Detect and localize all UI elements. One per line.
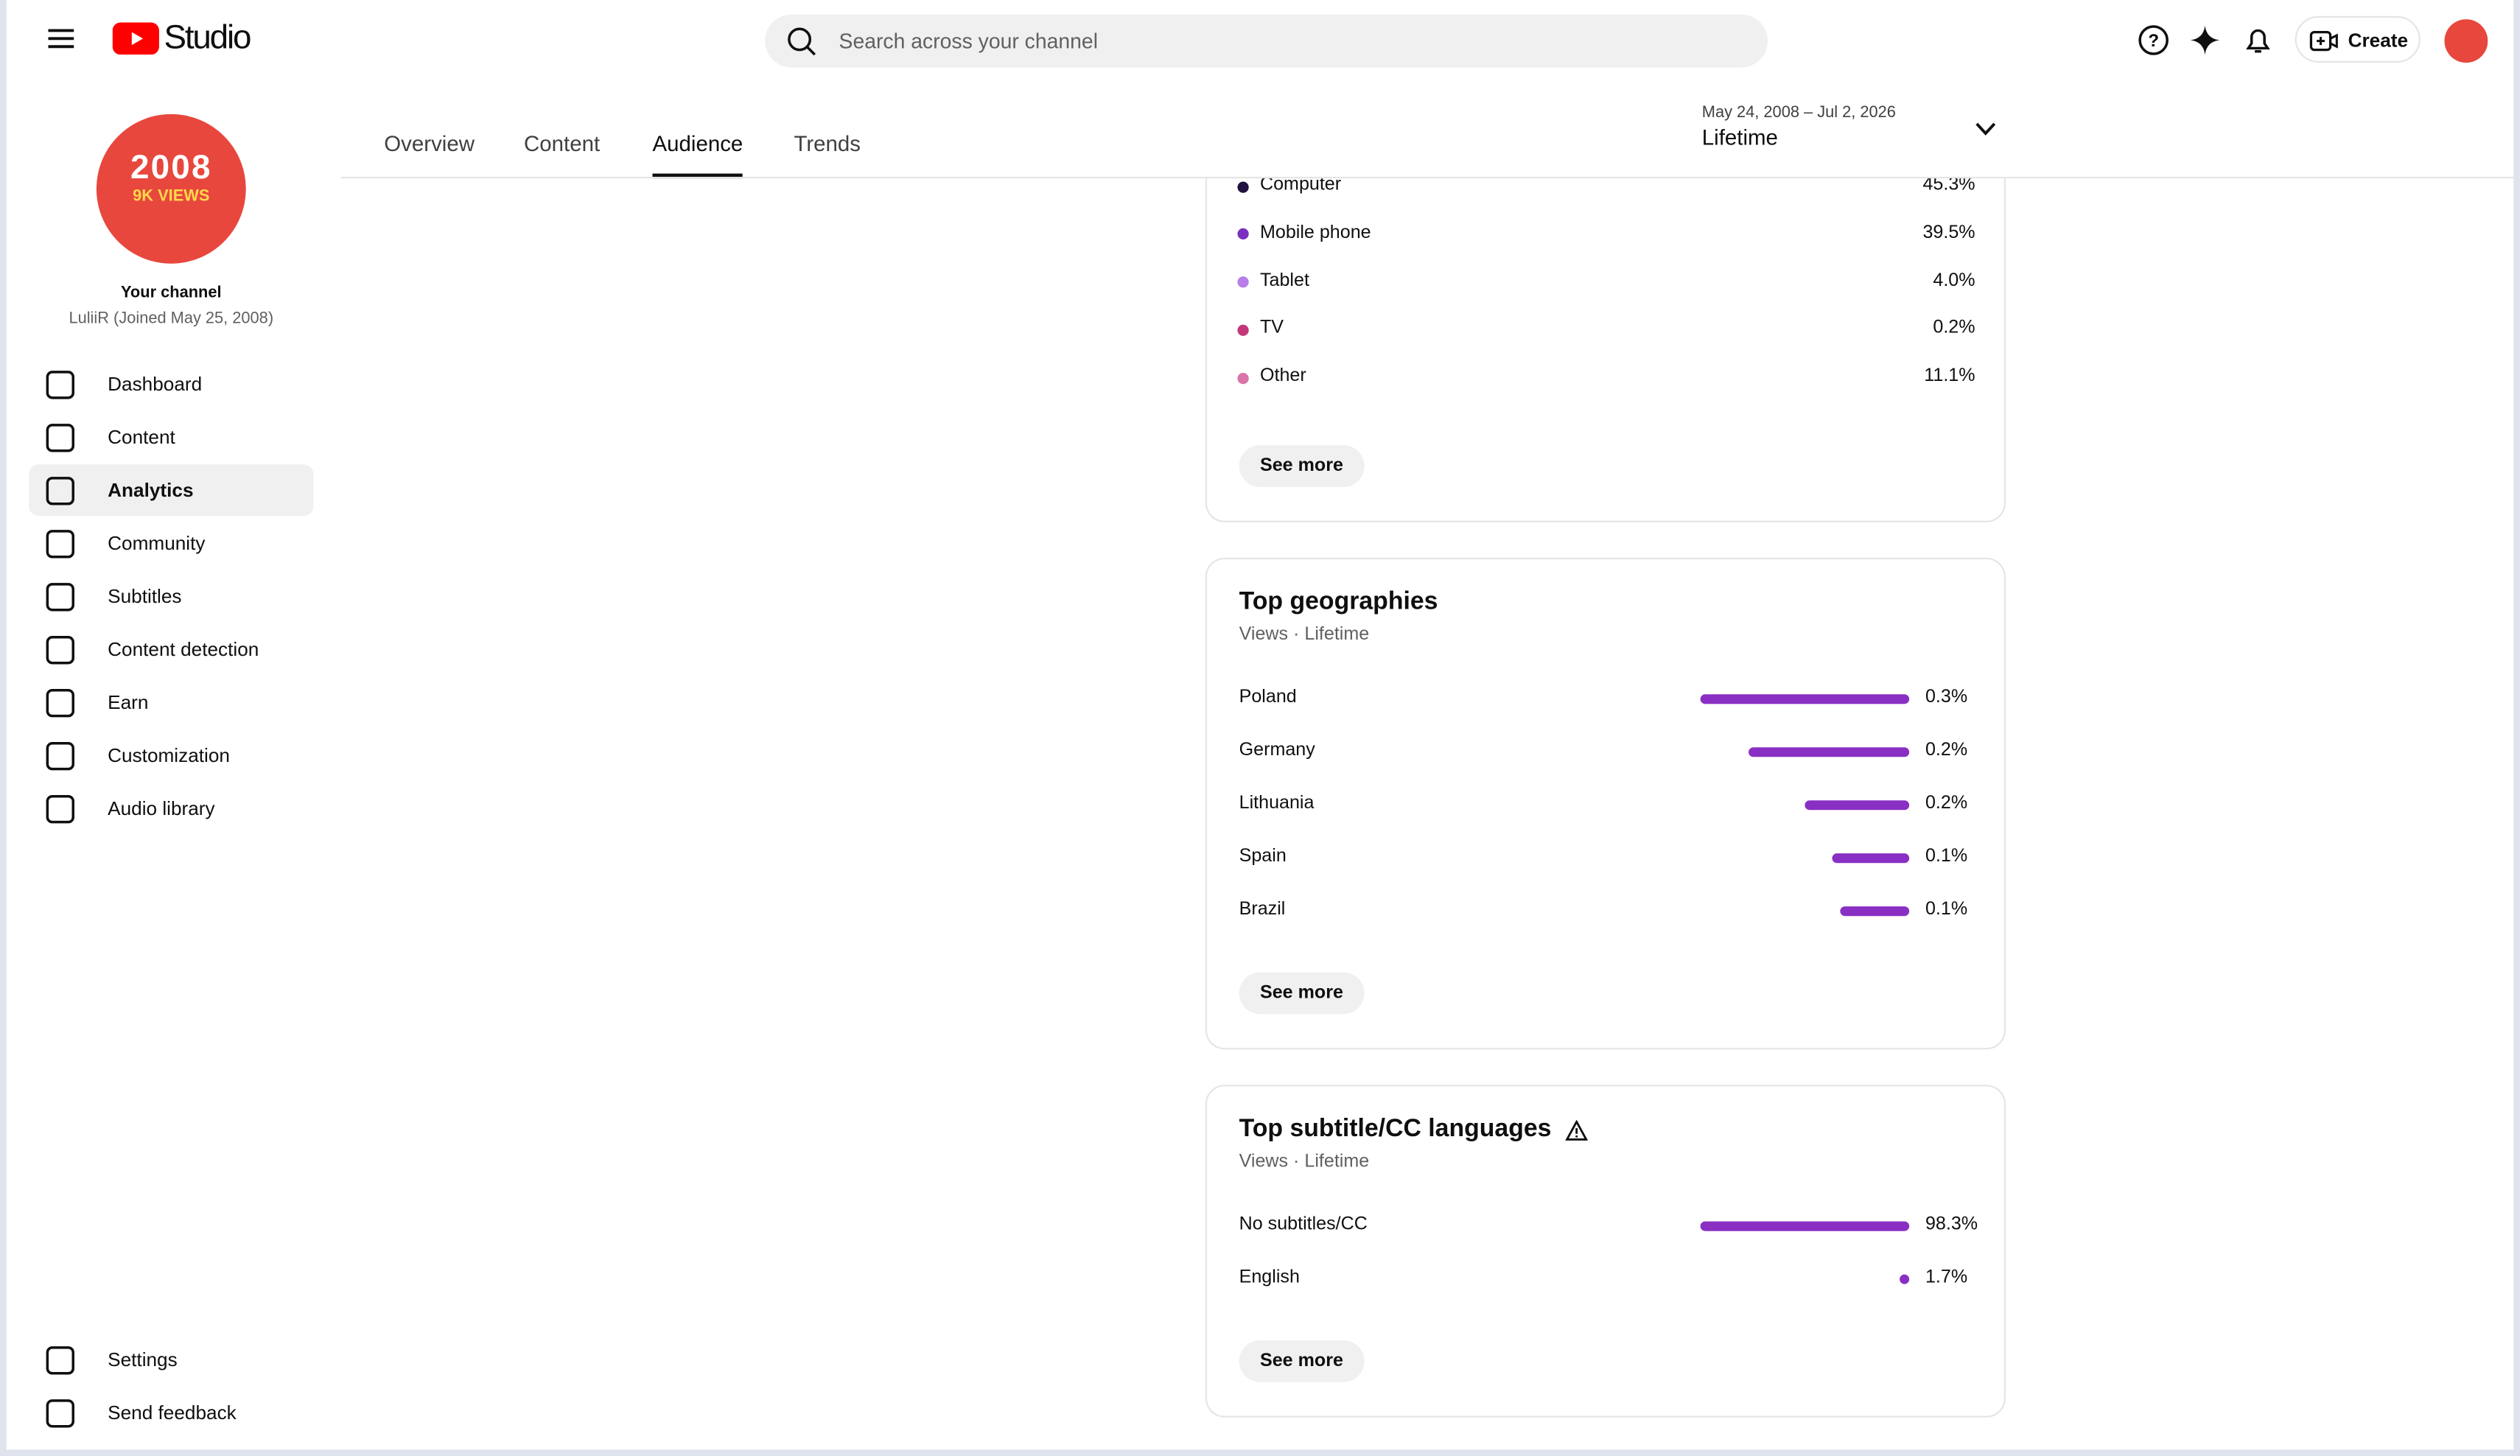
bar [1805, 800, 1910, 811]
nav-item[interactable]: Subtitles [108, 584, 182, 608]
row-name: Germany [1239, 741, 1315, 760]
legend-dot [1237, 324, 1249, 336]
row-name: Spain [1239, 847, 1287, 867]
row-value: 0.2% [1925, 794, 1968, 813]
card-subtitle: Views · Lifetime [1239, 1152, 1370, 1172]
see-more-button[interactable]: See more [1239, 1340, 1365, 1382]
nav-item[interactable]: Content [108, 425, 175, 449]
card-title: Top geographies [1239, 588, 1438, 616]
bar [1700, 1221, 1910, 1231]
tab[interactable]: Overview [384, 131, 475, 156]
nav-item[interactable]: Send feedback [108, 1401, 237, 1424]
tab[interactable]: Audience [652, 131, 743, 156]
row-value: 98.3% [1925, 1214, 1978, 1235]
nav-icon [46, 477, 74, 505]
card [1205, 1085, 2006, 1418]
content: Computer 45.3% Mobile phone 39.5% Tablet 4.0%… [7, 178, 2514, 1449]
device-value: 0.2% [1933, 318, 1975, 338]
logo-icon[interactable] [112, 22, 161, 55]
tab[interactable]: Content [524, 131, 601, 156]
row-name: Brazil [1239, 900, 1286, 920]
nav-icon [46, 742, 74, 771]
legend-dot [1237, 276, 1249, 288]
row-value: 0.1% [1925, 847, 1968, 867]
create-icon [2309, 30, 2338, 52]
account-avatar[interactable] [2444, 19, 2488, 63]
row-value: 0.1% [1925, 900, 1968, 920]
legend-dot [1237, 181, 1249, 192]
search-icon [788, 27, 816, 56]
channel-title: Your channel [120, 284, 222, 303]
tab-indicator [652, 173, 743, 179]
legend-dot [1237, 371, 1249, 384]
nav-icon [46, 583, 74, 612]
bar [1749, 747, 1910, 757]
warning-icon[interactable] [1565, 1120, 1588, 1141]
row-name: Poland [1239, 687, 1297, 707]
bar [1839, 906, 1910, 917]
row-name: No subtitles/CC [1239, 1214, 1368, 1235]
bar [1900, 1274, 1910, 1284]
create-label: Create [2348, 29, 2409, 52]
device-value: 4.0% [1933, 270, 1975, 290]
nav-icon [46, 371, 74, 399]
date-dropdown[interactable] [1975, 122, 1996, 137]
channel-avatar[interactable]: 2008 9K VIEWS [96, 113, 246, 264]
see-more-button[interactable]: See more [1239, 972, 1365, 1015]
nav-item[interactable]: Earn [108, 690, 149, 714]
nav-item[interactable]: Dashboard [108, 373, 203, 396]
row-value: 1.7% [1925, 1267, 1968, 1288]
device-value: 45.3% [1922, 178, 1975, 195]
menu-icon[interactable] [48, 27, 74, 50]
nav-item[interactable]: Analytics [108, 478, 194, 502]
bar [1700, 694, 1910, 704]
nav-icon [46, 794, 74, 824]
svg-text:?: ? [2148, 31, 2159, 51]
nav-item[interactable]: Audio library [108, 797, 215, 820]
card [1205, 557, 2006, 1050]
nav-icon [46, 689, 74, 718]
nav-icon [46, 1346, 74, 1375]
avatar-year: 2008 [130, 149, 212, 187]
legend-dot [1237, 228, 1249, 240]
search-box[interactable]: Search across your channel [765, 14, 1768, 68]
nav-item[interactable]: Customization [108, 743, 230, 767]
row-name: Lithuania [1239, 794, 1315, 813]
row-value: 0.3% [1925, 687, 1968, 707]
device-value: 11.1% [1924, 366, 1975, 386]
device-value: 39.5% [1922, 223, 1975, 242]
device-name: Other [1259, 366, 1306, 386]
row-name: English [1239, 1267, 1300, 1288]
nav-item[interactable]: Community [108, 531, 206, 555]
channel-subtitle: LuliiR (Joined May 25, 2008) [69, 309, 274, 328]
see-more-button[interactable]: See more [1239, 445, 1365, 487]
device-card [1205, 178, 2006, 522]
bar [1833, 853, 1910, 864]
tabs-divider [340, 176, 2514, 179]
nav-icon [46, 1399, 74, 1428]
create-button[interactable]: Create [2295, 15, 2421, 63]
card-title: Top subtitle/CC languages [1239, 1115, 1552, 1143]
card-subtitle: Views · Lifetime [1239, 625, 1370, 645]
nav-icon [46, 636, 74, 665]
device-name: TV [1259, 318, 1284, 338]
tab[interactable]: Trends [794, 131, 861, 156]
search-placeholder: Search across your channel [839, 29, 1099, 53]
date-range[interactable]: May 24, 2008 – Jul 2, 2026 [1701, 104, 1896, 122]
device-name: Mobile phone [1259, 223, 1371, 242]
device-name: Computer [1259, 178, 1342, 195]
nav-active-bg [29, 464, 314, 517]
device-name: Tablet [1259, 270, 1309, 290]
nav-item[interactable]: Content detection [108, 637, 259, 661]
header-icons[interactable]: ? [2138, 24, 2282, 57]
nav-icon [46, 530, 74, 559]
nav-icon [46, 424, 74, 452]
row-value: 0.2% [1925, 741, 1968, 760]
date-label[interactable]: Lifetime [1701, 125, 1778, 150]
nav-item[interactable]: Settings [108, 1348, 178, 1371]
avatar-views: 9K VIEWS [133, 188, 210, 206]
logo-text[interactable]: Studio [164, 19, 251, 57]
